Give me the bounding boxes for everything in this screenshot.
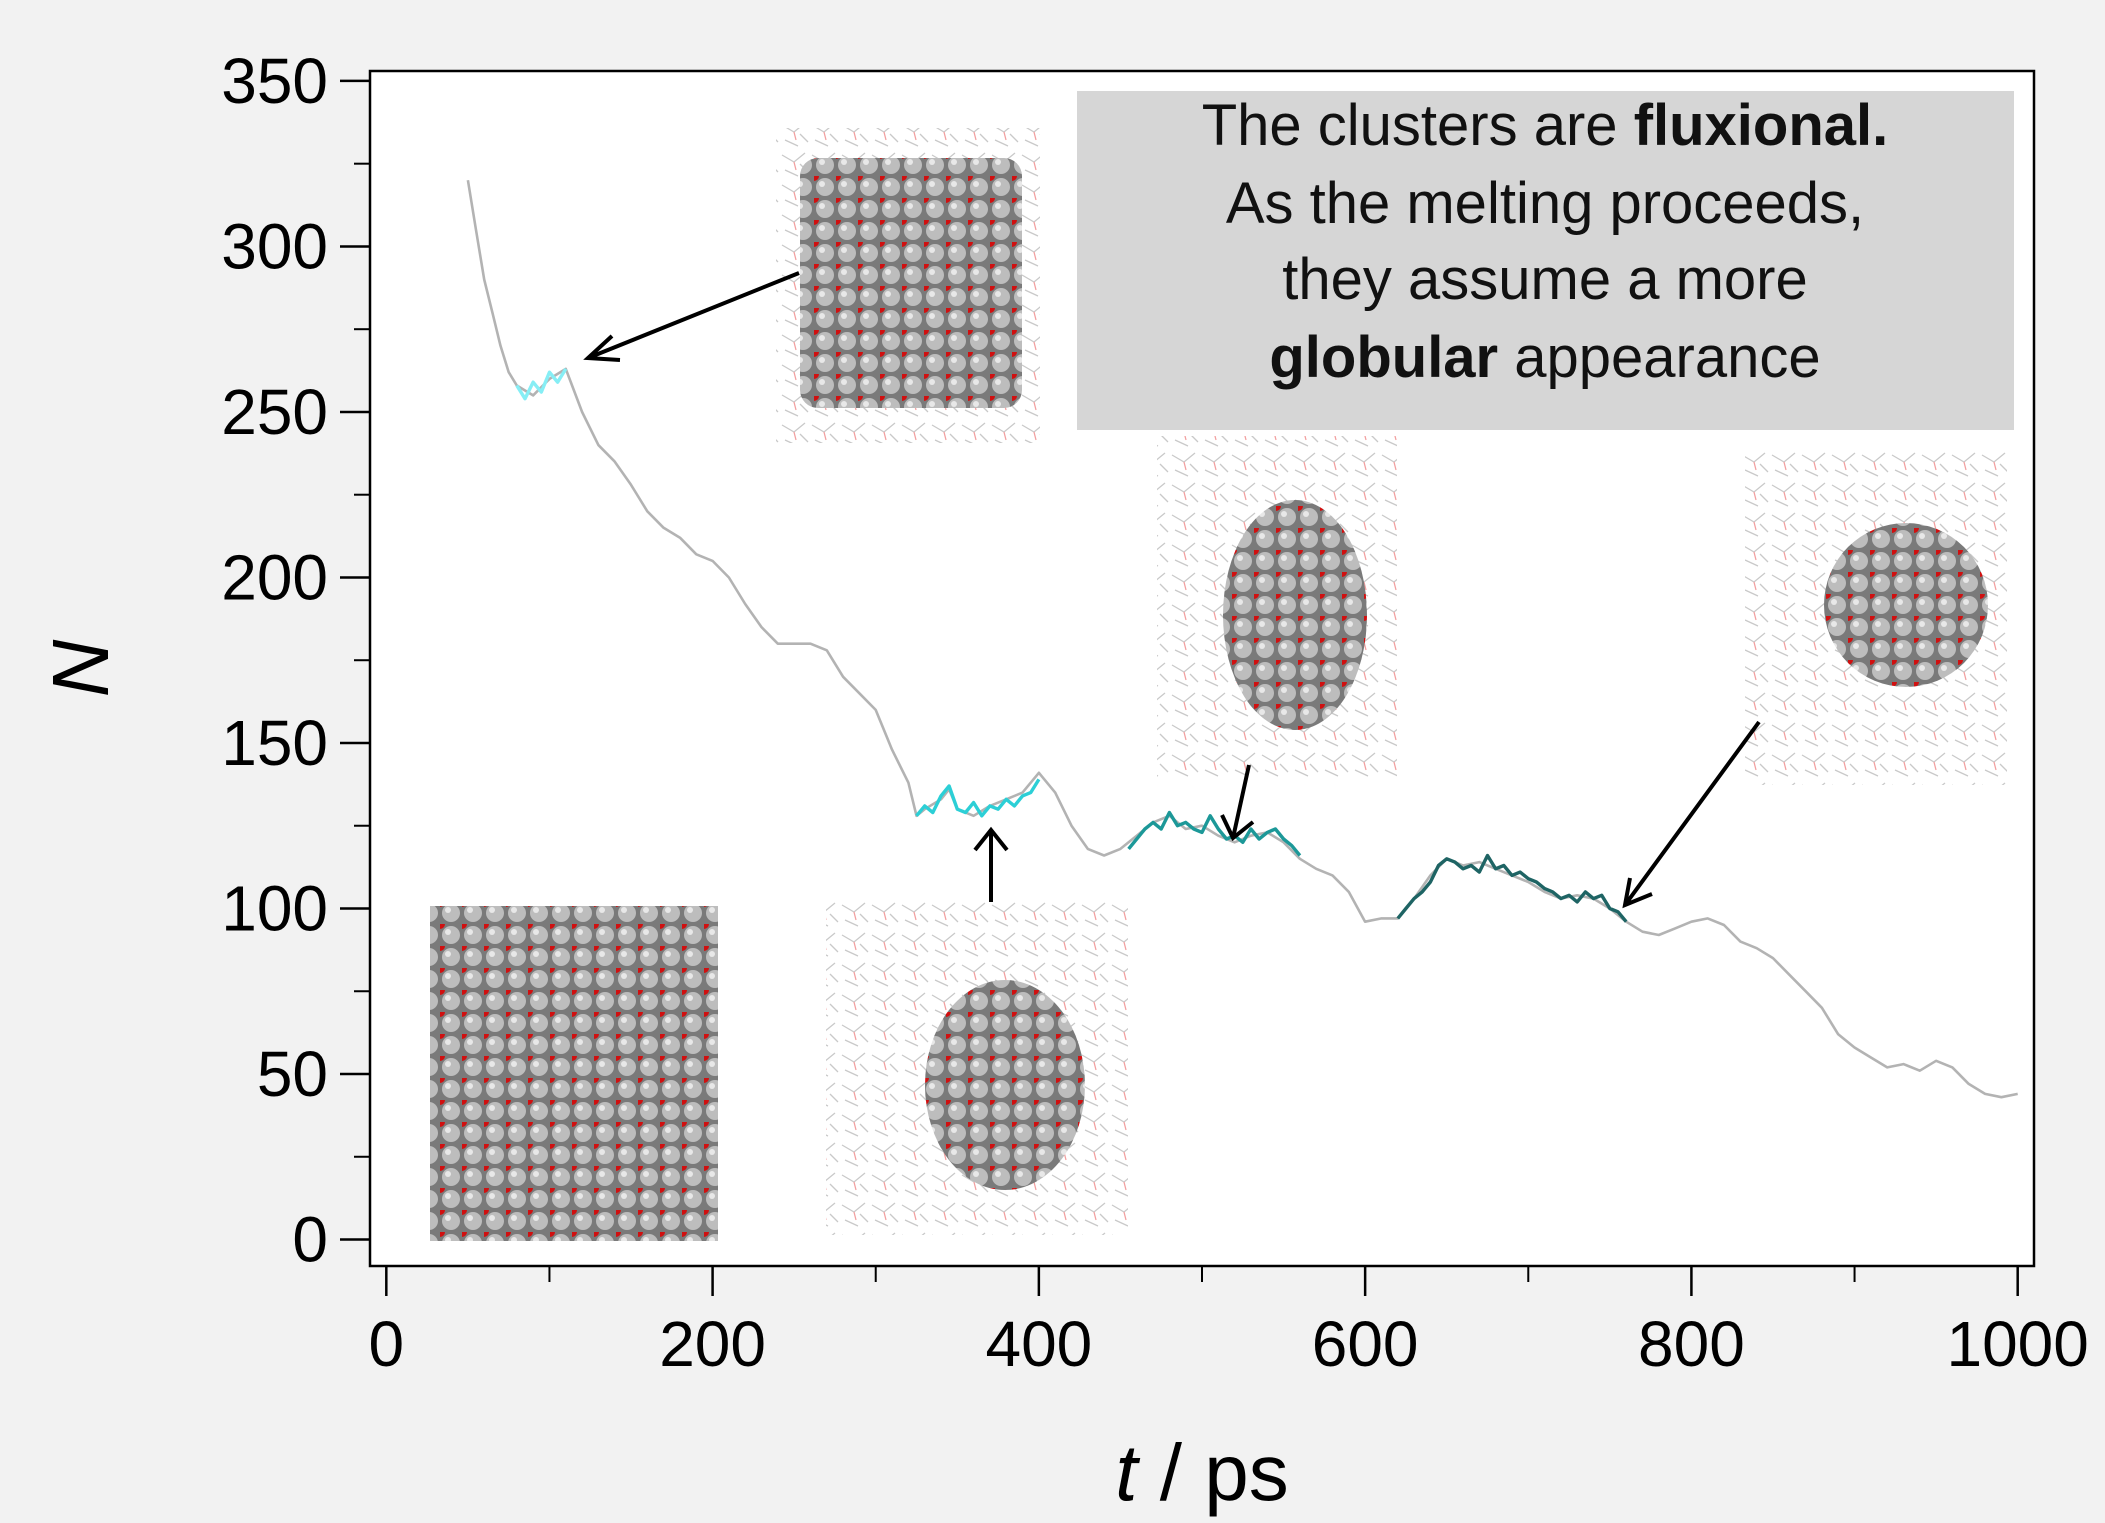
snapshots <box>430 128 2007 1241</box>
annotation-text: As the melting proceeds, <box>1226 171 1864 236</box>
x-tick-label: 200 <box>659 1308 766 1380</box>
annotation-text: The clusters are <box>1202 93 1634 158</box>
x-tick-label: 400 <box>985 1308 1092 1380</box>
y-tick-label: 300 <box>221 210 328 282</box>
x-tick-label: 800 <box>1638 1308 1745 1380</box>
x-axis-label-part: t <box>1115 1428 1140 1517</box>
plot <box>466 179 2018 1099</box>
y-tick-label: 350 <box>221 45 328 117</box>
annotation-text: globular <box>1269 325 1498 390</box>
x-axis-label: t / ps <box>1115 1428 1288 1517</box>
arrow <box>973 826 1009 902</box>
series-line <box>1127 810 1302 857</box>
arrow <box>1220 764 1255 842</box>
cluster-snapshot <box>1223 500 1367 730</box>
x-tick-label: 1000 <box>1946 1308 2088 1380</box>
y-tick-label: 150 <box>221 707 328 779</box>
y-tick-label: 100 <box>221 872 328 944</box>
series-line <box>515 368 568 401</box>
y-tick-label: 50 <box>257 1038 328 1110</box>
series-line <box>466 179 2018 1099</box>
annotation-line: The clusters are fluxional. <box>1202 93 1889 158</box>
x-tick-label: 0 <box>369 1308 405 1380</box>
y-tick-label: 200 <box>221 541 328 613</box>
y-axis-label: N <box>36 639 125 697</box>
y-tick-label: 0 <box>292 1204 328 1276</box>
y-tick-label: 250 <box>221 376 328 448</box>
annotation-text: they assume a more <box>1282 247 1807 312</box>
annotation-line: globular appearance <box>1269 325 1820 390</box>
arrow <box>1622 720 1761 909</box>
series-line <box>915 778 1041 818</box>
annotation-text: fluxional. <box>1634 93 1889 158</box>
arrow <box>583 271 800 362</box>
annotation-text: appearance <box>1498 325 1820 390</box>
annotation: The clusters are fluxional. As the meltin… <box>1202 93 1889 390</box>
cluster-snapshot <box>925 980 1085 1190</box>
crystal-snapshot <box>430 906 718 1241</box>
annotation-line: As the melting proceeds, <box>1226 171 1864 236</box>
cluster-snapshot <box>1824 523 1988 687</box>
x-tick-label: 600 <box>1312 1308 1419 1380</box>
series-line <box>1396 853 1628 923</box>
cluster-snapshot <box>800 158 1022 408</box>
x-axis-label-part: / ps <box>1138 1428 1289 1517</box>
annotation-line: they assume a more <box>1282 247 1807 312</box>
annotation-box <box>1077 91 2014 430</box>
arrows <box>583 271 1761 909</box>
